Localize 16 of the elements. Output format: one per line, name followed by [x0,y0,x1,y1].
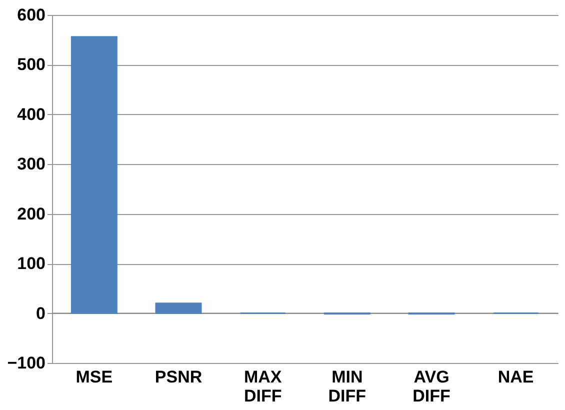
y-tick-label: 600 [17,6,46,24]
x-tick-label: MAX DIFF [244,368,282,406]
x-tick-label: MIN DIFF [328,368,366,406]
x-tick-label: MSE [76,368,113,386]
y-tick-label: 300 [17,154,46,174]
x-tick-label: NAE [498,368,534,386]
x-tick-label: PSNR [154,368,202,386]
y-tick-label: −100 [7,354,46,372]
y-tick-label: 400 [17,104,46,124]
y-tick-label: 200 [17,204,46,224]
bar [70,36,118,314]
bar [155,302,202,314]
x-tick-label: AVG DIFF [412,368,450,406]
y-tick-label: 0 [36,304,46,323]
y-tick-label: 500 [17,55,46,74]
y-tick-label: 100 [17,254,46,274]
